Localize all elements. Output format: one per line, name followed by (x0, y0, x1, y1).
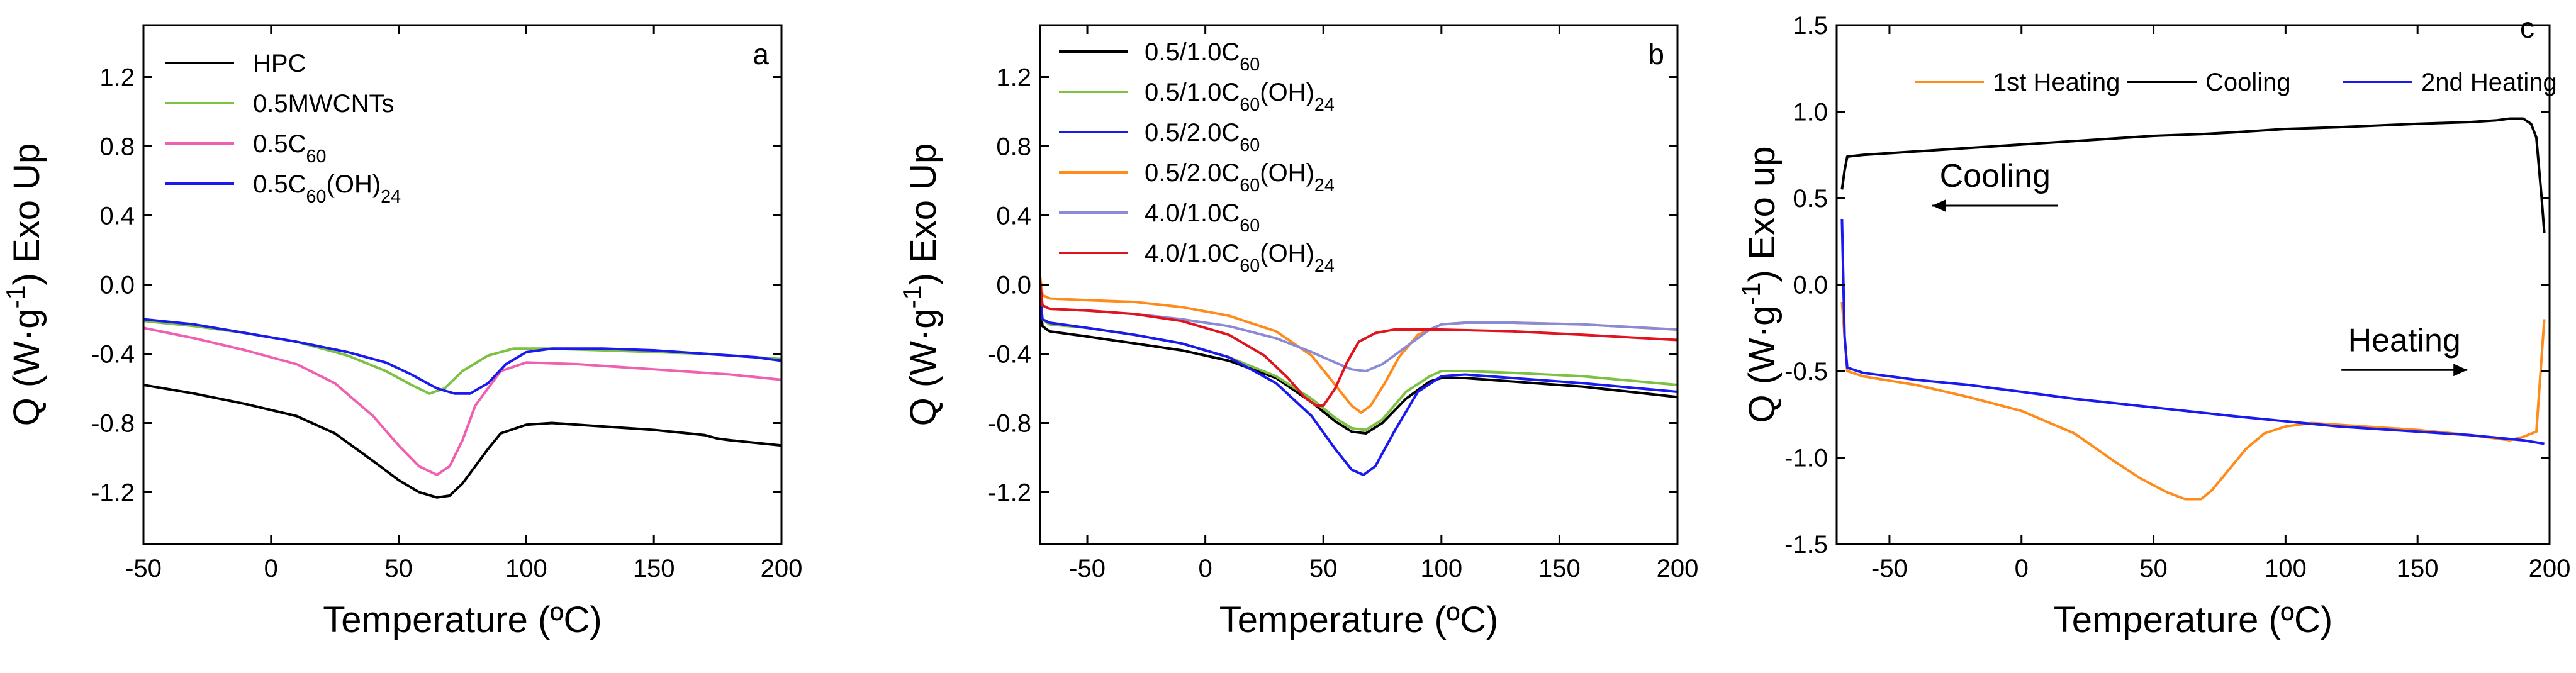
plot-frame (1039, 24, 1679, 545)
y-tick-label: 0.5 (1793, 185, 1828, 213)
plot-frame (1835, 24, 2551, 545)
series-line-4.0/1.0C₆₀(OH)₂₄ (1040, 281, 1677, 407)
panel-letter: a (753, 38, 769, 70)
legend-label: 0.5/2.0C60(OH)24 (1145, 159, 1335, 196)
y-tick-label: -0.4 (988, 341, 1031, 369)
panel-c: -50 0 50 100 150 200 -1.5 -1.0 -0.5 0.0 0.5 1.0 1.5 T… (1736, 11, 2571, 640)
x-axis-title: Temperature (ºC) (2054, 599, 2332, 640)
legend-label: 4.0/1.0C60 (1145, 199, 1260, 236)
legend-label: 4.0/1.0C60(OH)24 (1145, 240, 1335, 276)
series-line-Cooling (1840, 117, 2546, 233)
x-tick-label: 100 (1420, 555, 1462, 582)
y-tick-label: -0.8 (988, 410, 1031, 438)
y-tick-label: 0.4 (996, 203, 1031, 230)
y-axis-title: Q (W·g-1) Exo up (1736, 147, 1783, 423)
x-tick-label: -50 (1069, 555, 1106, 582)
legend-label: 1st Heating (1993, 69, 2120, 96)
panel-a: -50 0 50 100 150 200 -1.2 -0.8 -0.4 0.0 0.4 0.8 1.2 T… (1, 24, 803, 640)
series-line-0.5/1.0C₆₀ (1040, 301, 1677, 435)
legend-label: 2nd Heating (2421, 69, 2557, 96)
x-tick-label: 50 (1309, 555, 1338, 582)
x-tick-label: 150 (1538, 555, 1581, 582)
x-axis-title: Temperature (ºC) (323, 599, 602, 640)
x-axis-title: Temperature (ºC) (1219, 599, 1498, 640)
y-tick-label: 0.8 (99, 133, 135, 161)
annotation-arrow-head (2453, 364, 2468, 377)
x-tick-label: 50 (384, 555, 413, 582)
panel-b: -50 0 50 100 150 200 -1.2 -0.8 -0.4 0.0 0.4 0.8 1.2 T… (897, 24, 1699, 640)
y-axis-title: Q (W·g-1) Exo Up (897, 143, 944, 426)
y-tick-label: 0.0 (1793, 272, 1828, 299)
x-tick-label: 0 (264, 555, 278, 582)
legend-label: 0.5/1.0C60 (1145, 38, 1260, 75)
y-tick-label: -0.4 (91, 341, 135, 369)
series-line-4.0/1.0C₆₀ (1040, 284, 1677, 372)
series-line-0.5C₆₀(OH)₂₄ (143, 318, 781, 395)
x-tick-label: 200 (761, 555, 803, 582)
series-line-0.5/2.0C₆₀ (1040, 293, 1677, 476)
y-tick-label: 0.4 (99, 203, 135, 230)
x-tick-label: 200 (1657, 555, 1699, 582)
series-line-2nd Heating (1840, 218, 2545, 445)
legend-label: 0.5C60(OH)24 (253, 170, 401, 207)
panel-letter: b (1648, 38, 1664, 70)
legend-label: HPC (253, 50, 306, 77)
legend-label: Cooling (2205, 69, 2291, 96)
y-tick-label: -0.8 (91, 410, 135, 438)
x-tick-label: -50 (1871, 555, 1908, 582)
y-tick-label: 1.0 (1793, 99, 1828, 126)
y-tick-label: -1.0 (1784, 445, 1828, 472)
legend-label: 0.5MWCNTs (253, 90, 394, 118)
annotation-arrow-head (1932, 199, 1946, 212)
y-tick-label: 0.0 (99, 272, 135, 299)
y-tick-label: -1.5 (1784, 531, 1828, 559)
annotation-text: Cooling (1940, 158, 2051, 194)
x-tick-label: 200 (2529, 555, 2571, 582)
plot-frame (142, 24, 783, 545)
annotation-text: Heating (2348, 322, 2461, 359)
y-tick-label: 1.5 (1793, 12, 1828, 40)
x-tick-label: -50 (125, 555, 162, 582)
y-tick-label: -1.2 (91, 479, 135, 507)
x-tick-label: 150 (633, 555, 675, 582)
x-tick-label: 50 (2139, 555, 2168, 582)
x-tick-label: 100 (505, 555, 547, 582)
x-tick-label: 150 (2397, 555, 2439, 582)
series-line-HPC (143, 384, 781, 499)
series-line-0.5C₆₀ (143, 326, 781, 476)
x-tick-label: 0 (1199, 555, 1212, 582)
panel-letter: c (2520, 11, 2534, 44)
legend-label: 0.5/2.0C60 (1145, 119, 1260, 155)
x-tick-label: 100 (2265, 555, 2307, 582)
y-tick-label: 0.8 (996, 133, 1031, 161)
y-tick-label: 1.2 (996, 64, 1031, 92)
y-tick-label: -0.5 (1784, 358, 1828, 386)
y-tick-label: 0.0 (996, 272, 1031, 299)
legend-label: 0.5/1.0C60(OH)24 (1145, 79, 1335, 115)
x-tick-label: 0 (2015, 555, 2029, 582)
y-tick-label: -1.2 (988, 479, 1031, 507)
legend-label: 0.5C60 (253, 130, 327, 167)
y-tick-label: 1.2 (99, 64, 135, 92)
y-axis-title: Q (W·g-1) Exo Up (1, 143, 48, 426)
